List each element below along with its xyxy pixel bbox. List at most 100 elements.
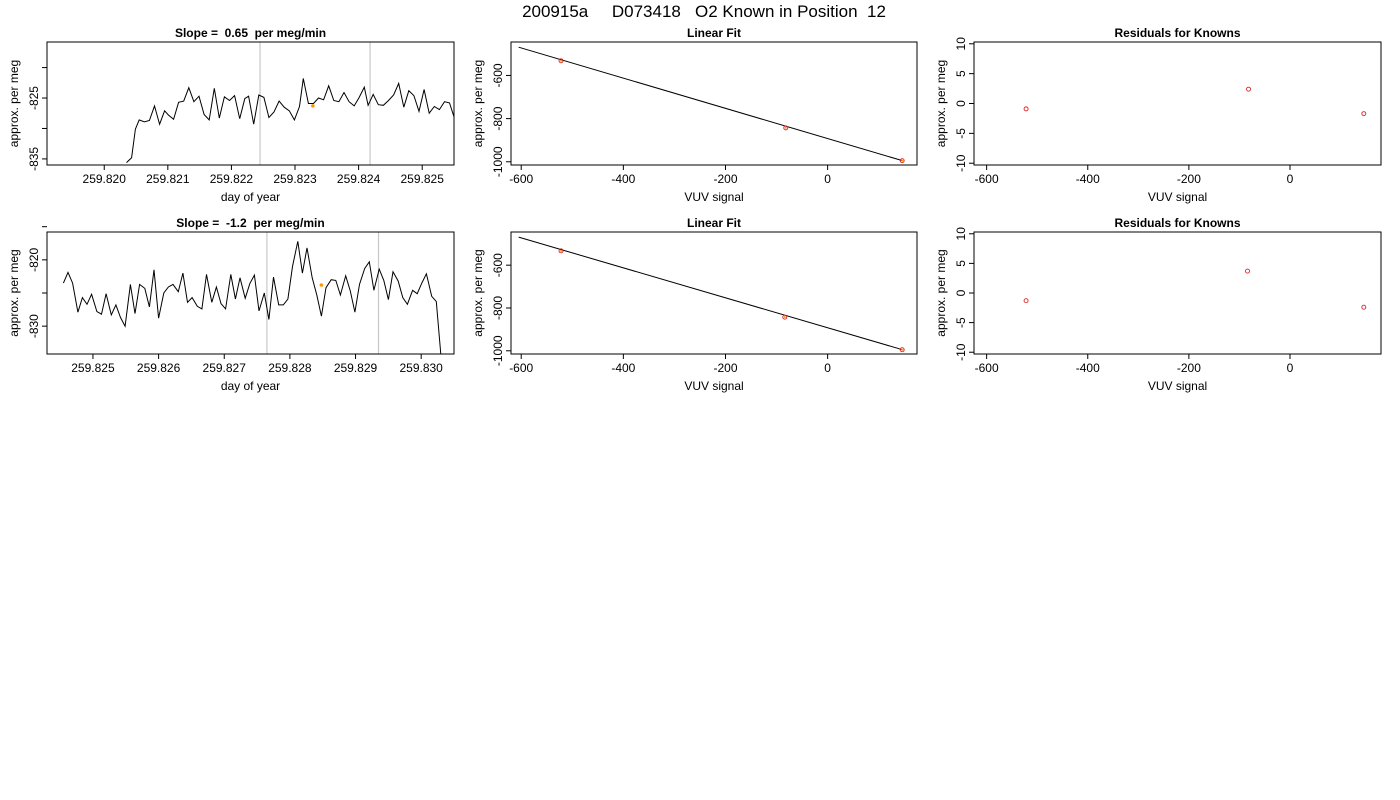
x-axis-title: VUV signal	[1148, 190, 1207, 204]
y-axis-title: approx. per meg	[7, 249, 21, 336]
panel-data	[1023, 86, 1367, 117]
y-tick-label: 5	[954, 70, 968, 77]
data-point	[1023, 298, 1029, 304]
y-axis-title: approx. per meg	[471, 60, 485, 147]
panel-row1-trace: Slope = 0.65 per meg/min 259.820 259.821 25…	[7, 26, 455, 204]
panel-row1-fit: Linear Fit -600 -400 -200 0 -1000 -800 -600 VUV …	[471, 26, 918, 204]
x-tick-label: 259.820	[83, 172, 127, 186]
x-tick-label: 259.827	[203, 361, 247, 375]
plot-frame	[510, 231, 918, 355]
data-point-center	[560, 59, 563, 62]
y-tick-label: -5	[954, 317, 968, 328]
x-tick-label: 259.825	[401, 172, 445, 186]
trace-line	[126, 78, 454, 163]
fit-line	[518, 236, 904, 351]
y-tick-label: -1000	[491, 146, 505, 177]
data-point	[1245, 268, 1250, 274]
panel-data	[126, 78, 454, 163]
x-axis-title: VUV signal	[684, 190, 743, 204]
x-axis-title: VUV signal	[684, 379, 743, 393]
panel-data	[1023, 268, 1367, 310]
panel-title: Slope = -1.2 per meg/min	[176, 216, 324, 230]
data-point	[558, 248, 564, 254]
x-tick-label: 259.824	[337, 172, 381, 186]
data-point-center	[560, 249, 563, 252]
data-point-center	[783, 316, 786, 319]
data-point	[1361, 304, 1367, 310]
data-point	[558, 58, 564, 64]
x-tick-label: 0	[824, 172, 831, 186]
x-tick-label: -600	[975, 172, 999, 186]
plot-frame	[510, 41, 918, 166]
y-tick-label: -10	[954, 154, 968, 172]
x-tick-label: -600	[509, 172, 533, 186]
x-tick-label: -600	[975, 361, 999, 375]
y-axis-title: approx. per meg	[934, 249, 948, 336]
x-tick-label: -200	[713, 361, 737, 375]
panel-row2-fit: Linear Fit -600 -400 -200 0 -1000 -800 -600 VUV …	[471, 216, 918, 393]
y-tick-label: -800	[491, 296, 505, 320]
panel-row2-residuals: Residuals for Knowns -600 -400 -200 0 -10 -5 0 5…	[934, 216, 1382, 393]
panel-row2-trace: Slope = -1.2 per meg/min 259.825 259.826 25…	[7, 216, 455, 393]
y-axis-title: approx. per meg	[471, 249, 485, 336]
y-tick-label: -5	[954, 128, 968, 139]
y-tick-label: 5	[954, 260, 968, 267]
x-axis-title: day of year	[221, 379, 280, 393]
marker-point	[319, 283, 324, 287]
x-tick-label: 259.826	[137, 361, 181, 375]
y-tick-label: -825	[27, 86, 41, 110]
panel-title: Residuals for Knowns	[1114, 216, 1240, 230]
x-tick-label: -400	[611, 172, 635, 186]
data-point	[782, 314, 788, 320]
panel-data	[518, 236, 905, 353]
x-tick-label: 0	[1287, 172, 1294, 186]
y-tick-label: 10	[954, 227, 968, 241]
x-tick-label: 259.822	[210, 172, 254, 186]
x-tick-label: -400	[611, 361, 635, 375]
x-tick-label: -200	[713, 172, 737, 186]
data-point-center	[901, 159, 904, 162]
y-tick-label: -1000	[491, 335, 505, 366]
data-point-center	[901, 348, 904, 351]
x-tick-label: -600	[509, 361, 533, 375]
plot-frame	[46, 41, 455, 166]
y-tick-label: -830	[27, 314, 41, 338]
y-tick-label: -600	[491, 253, 505, 277]
marker-point	[311, 104, 315, 108]
trace-line	[62, 241, 442, 354]
data-point	[899, 158, 905, 164]
x-tick-label: 259.830	[399, 361, 443, 375]
data-point	[1246, 86, 1251, 92]
x-tick-label: 259.825	[71, 361, 115, 375]
panel-title: Residuals for Knowns	[1114, 26, 1240, 40]
x-tick-label: 0	[1287, 361, 1294, 375]
y-axis-title: approx. per meg	[7, 60, 21, 147]
x-axis-title: VUV signal	[1148, 379, 1207, 393]
panel-title: Linear Fit	[687, 26, 741, 40]
x-tick-label: 259.828	[268, 361, 312, 375]
y-tick-label: -835	[27, 147, 41, 171]
x-axis-title: day of year	[221, 190, 280, 204]
x-tick-label: -400	[1076, 172, 1100, 186]
panel-data	[518, 46, 905, 164]
panel-title: Linear Fit	[687, 216, 741, 230]
y-tick-label: -820	[27, 248, 41, 272]
y-tick-label: 10	[954, 37, 968, 51]
page-title: 200915a D073418 O2 Known in Position 12	[522, 2, 886, 21]
y-tick-label: 0	[954, 289, 968, 296]
panel-row1-residuals: Residuals for Knowns -600 -400 -200 0 -10 -5 0 5…	[934, 26, 1382, 204]
x-tick-label: -200	[1177, 172, 1201, 186]
x-tick-label: 259.823	[273, 172, 317, 186]
x-tick-label: 259.829	[334, 361, 378, 375]
data-point	[783, 125, 789, 131]
y-axis-title: approx. per meg	[934, 60, 948, 147]
data-point	[1361, 111, 1367, 117]
y-tick-label: -600	[491, 63, 505, 87]
fit-line	[518, 46, 904, 162]
chart-panels: Slope = 0.65 per meg/min 259.820 259.821 25…	[7, 26, 1382, 393]
panel-title: Slope = 0.65 per meg/min	[175, 26, 326, 40]
data-point-center	[784, 126, 787, 129]
y-tick-label: -10	[954, 343, 968, 361]
